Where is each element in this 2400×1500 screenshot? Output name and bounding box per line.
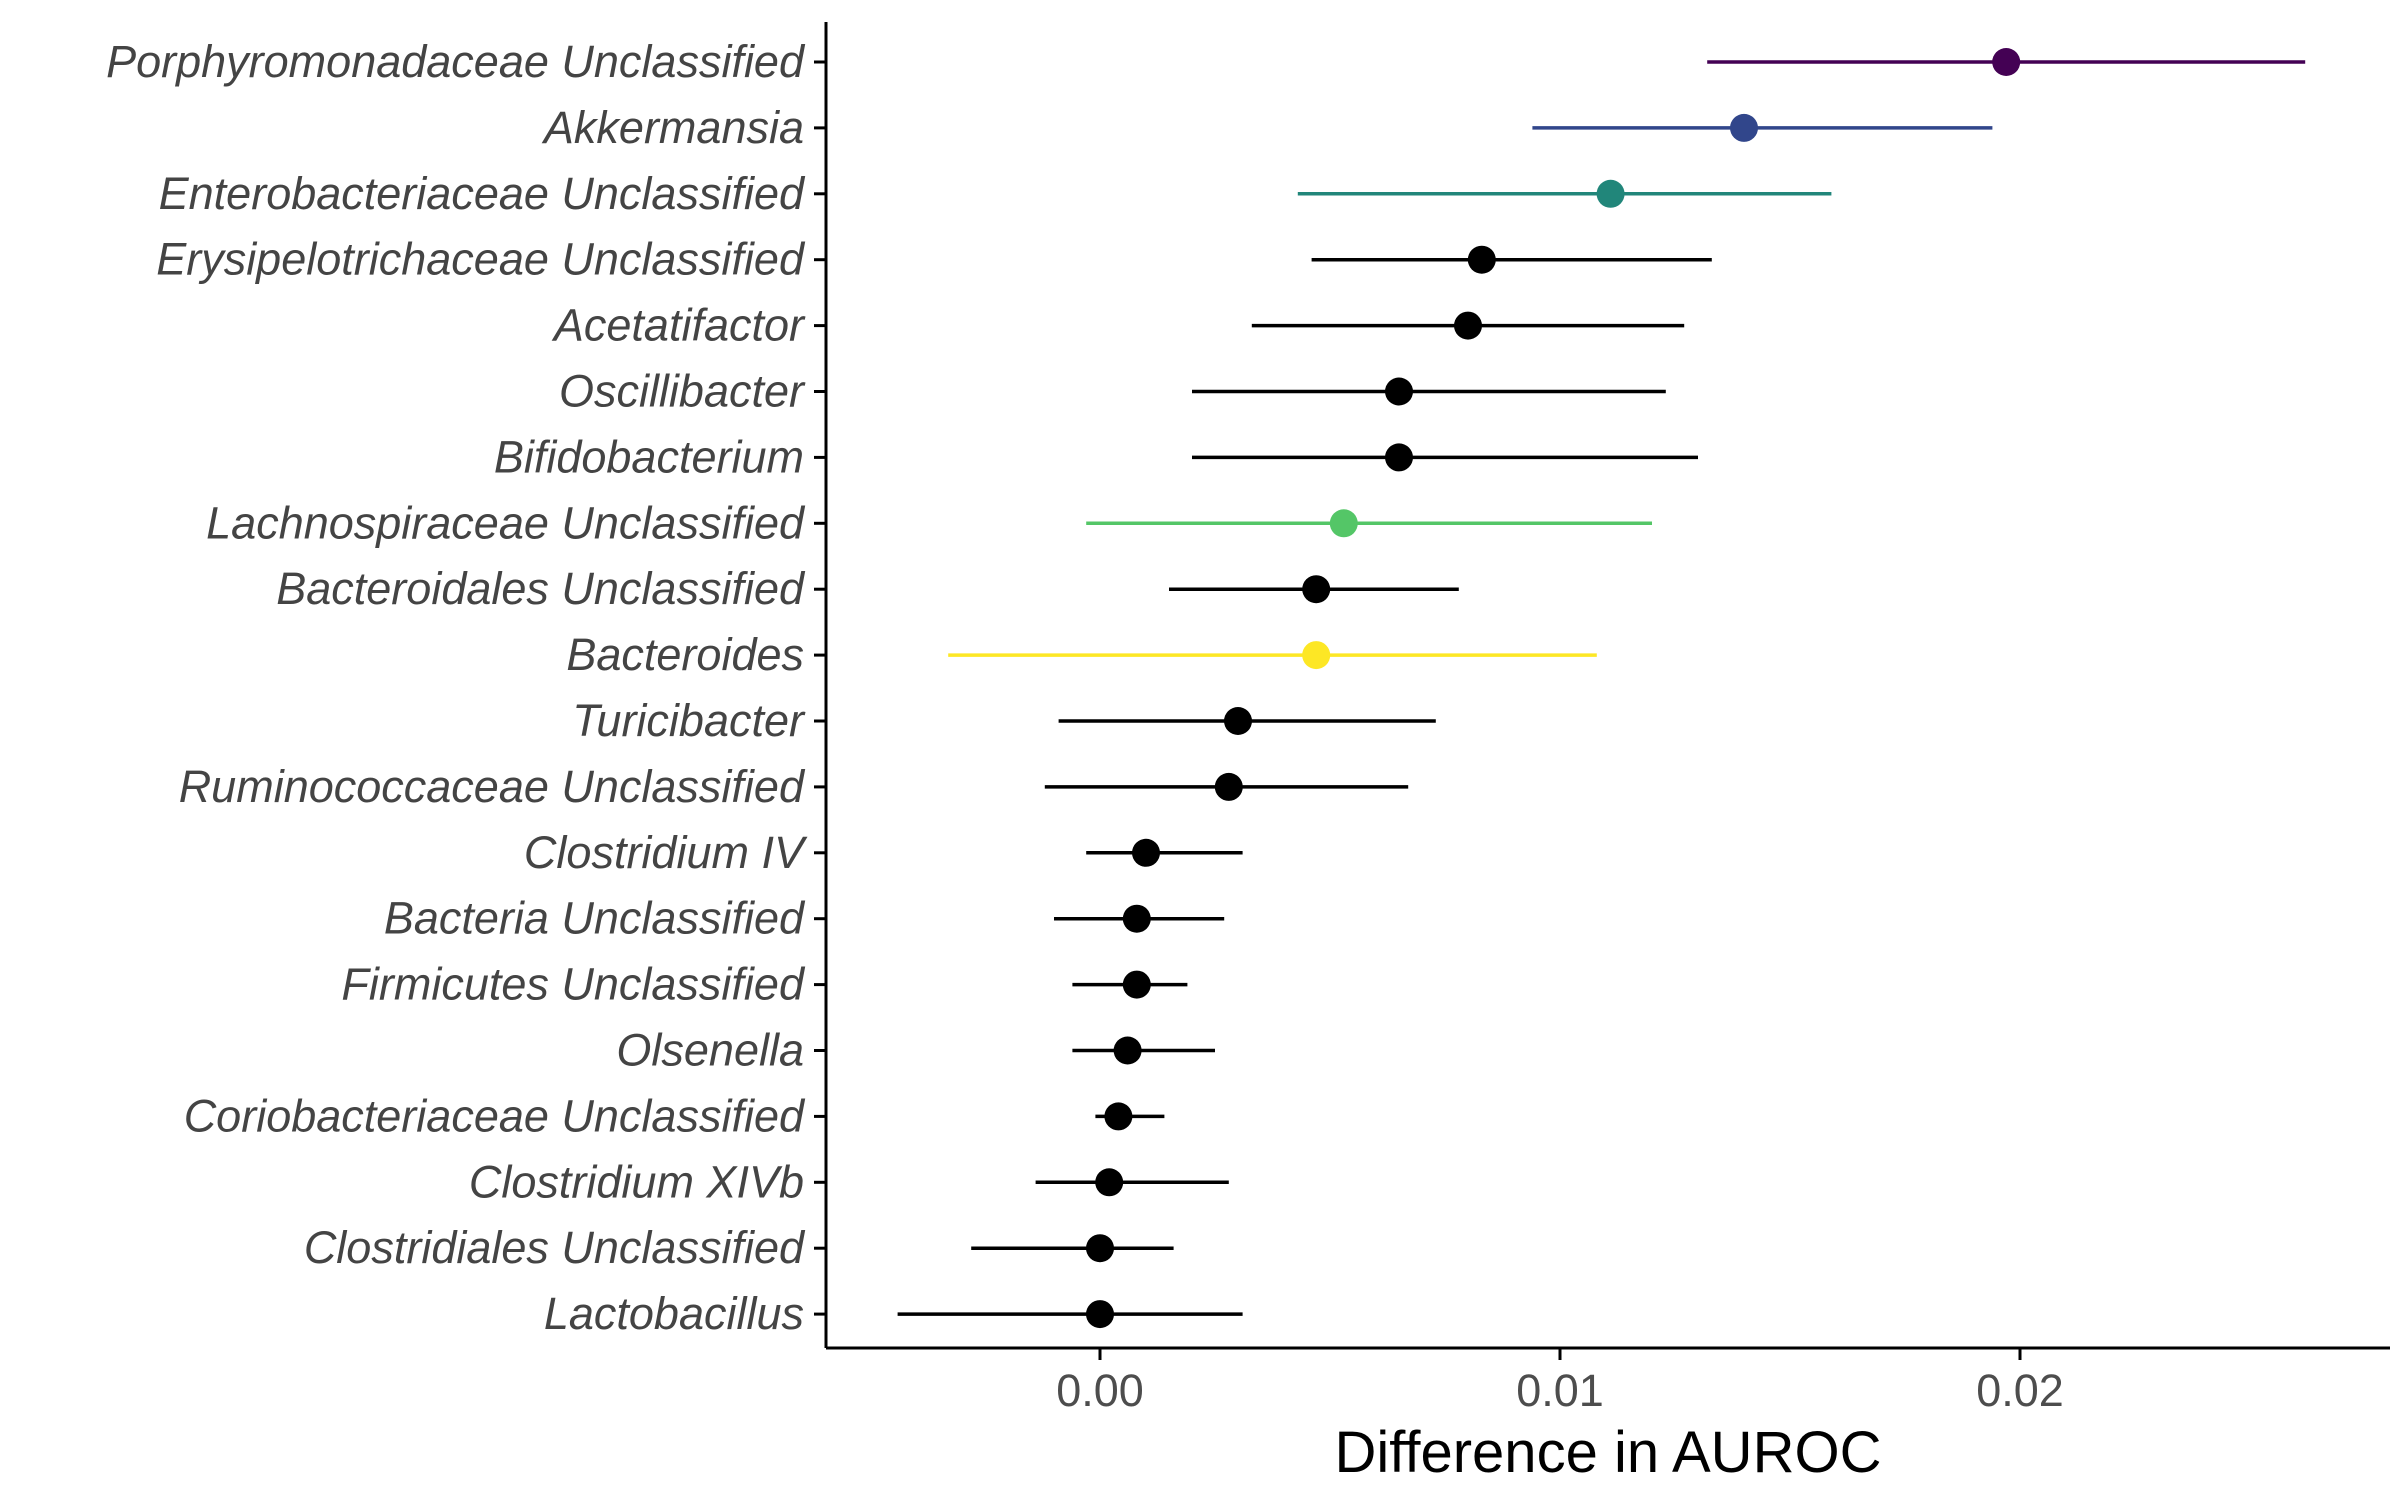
data-point (1302, 575, 1331, 604)
y-tick-label: Clostridium IV (524, 827, 808, 878)
x-axis: 0.00 0.01 0.02 (826, 1346, 2390, 1416)
y-tick-label: Bacteroidales Unclassified (276, 563, 806, 614)
data-point (1104, 1102, 1133, 1131)
y-tick-label: Clostridiales Unclassified (304, 1222, 806, 1273)
y-tick-label: Bifidobacterium (494, 431, 804, 482)
y-tick-label: Akkermansia (541, 102, 804, 153)
y-tick-label: Bacteroides (566, 629, 804, 680)
x-tick-label: 0.02 (1976, 1365, 2064, 1416)
y-tick-label: Clostridium XIVb (469, 1156, 804, 1207)
x-tick-label: 0.00 (1056, 1365, 1144, 1416)
data-point (1214, 772, 1243, 801)
data-point (1086, 1234, 1114, 1263)
data-point (1385, 443, 1413, 472)
y-tick-label: Acetatifactor (551, 300, 806, 351)
y-tick-label: Turicibacter (572, 695, 806, 746)
y-tick-label: Olsenella (616, 1025, 804, 1076)
data-point (1596, 179, 1625, 208)
y-tick-label: Oscillibacter (559, 366, 806, 417)
data-point (1086, 1300, 1114, 1329)
data-point (1302, 641, 1331, 670)
data-point (1122, 904, 1151, 933)
y-tick-label: Porphyromonadaceae Unclassified (106, 36, 806, 87)
data-point (1113, 1036, 1142, 1065)
y-tick-label: Firmicutes Unclassified (341, 959, 806, 1010)
x-axis-title: Difference in AUROC (1335, 1420, 1882, 1485)
y-tick-label: Bacteria Unclassified (384, 893, 806, 944)
data-point (1095, 1168, 1124, 1197)
data-point (1730, 113, 1758, 142)
y-tick-label: Enterobacteriaceae Unclassified (159, 168, 806, 219)
x-tick-label: 0.01 (1516, 1365, 1604, 1416)
y-axis: Porphyromonadaceae Unclassified Akkermans… (106, 22, 828, 1348)
points-group (1086, 48, 2021, 1329)
y-tick-label: Ruminococcaceae Unclassified (179, 761, 806, 812)
y-tick-label: Coriobacteriaceae Unclassified (184, 1090, 806, 1141)
data-point (1385, 377, 1413, 406)
data-point (1454, 311, 1482, 340)
data-point (1122, 970, 1151, 999)
data-point (1132, 838, 1160, 867)
y-tick-label: Erysipelotrichaceae Unclassified (156, 234, 806, 285)
data-point (1329, 509, 1358, 538)
data-point (1224, 707, 1252, 735)
y-tick-label: Lachnospiraceae Unclassified (206, 497, 806, 548)
y-tick-label: Lactobacillus (544, 1288, 804, 1339)
data-point (1992, 48, 2021, 76)
data-point (1467, 245, 1496, 274)
